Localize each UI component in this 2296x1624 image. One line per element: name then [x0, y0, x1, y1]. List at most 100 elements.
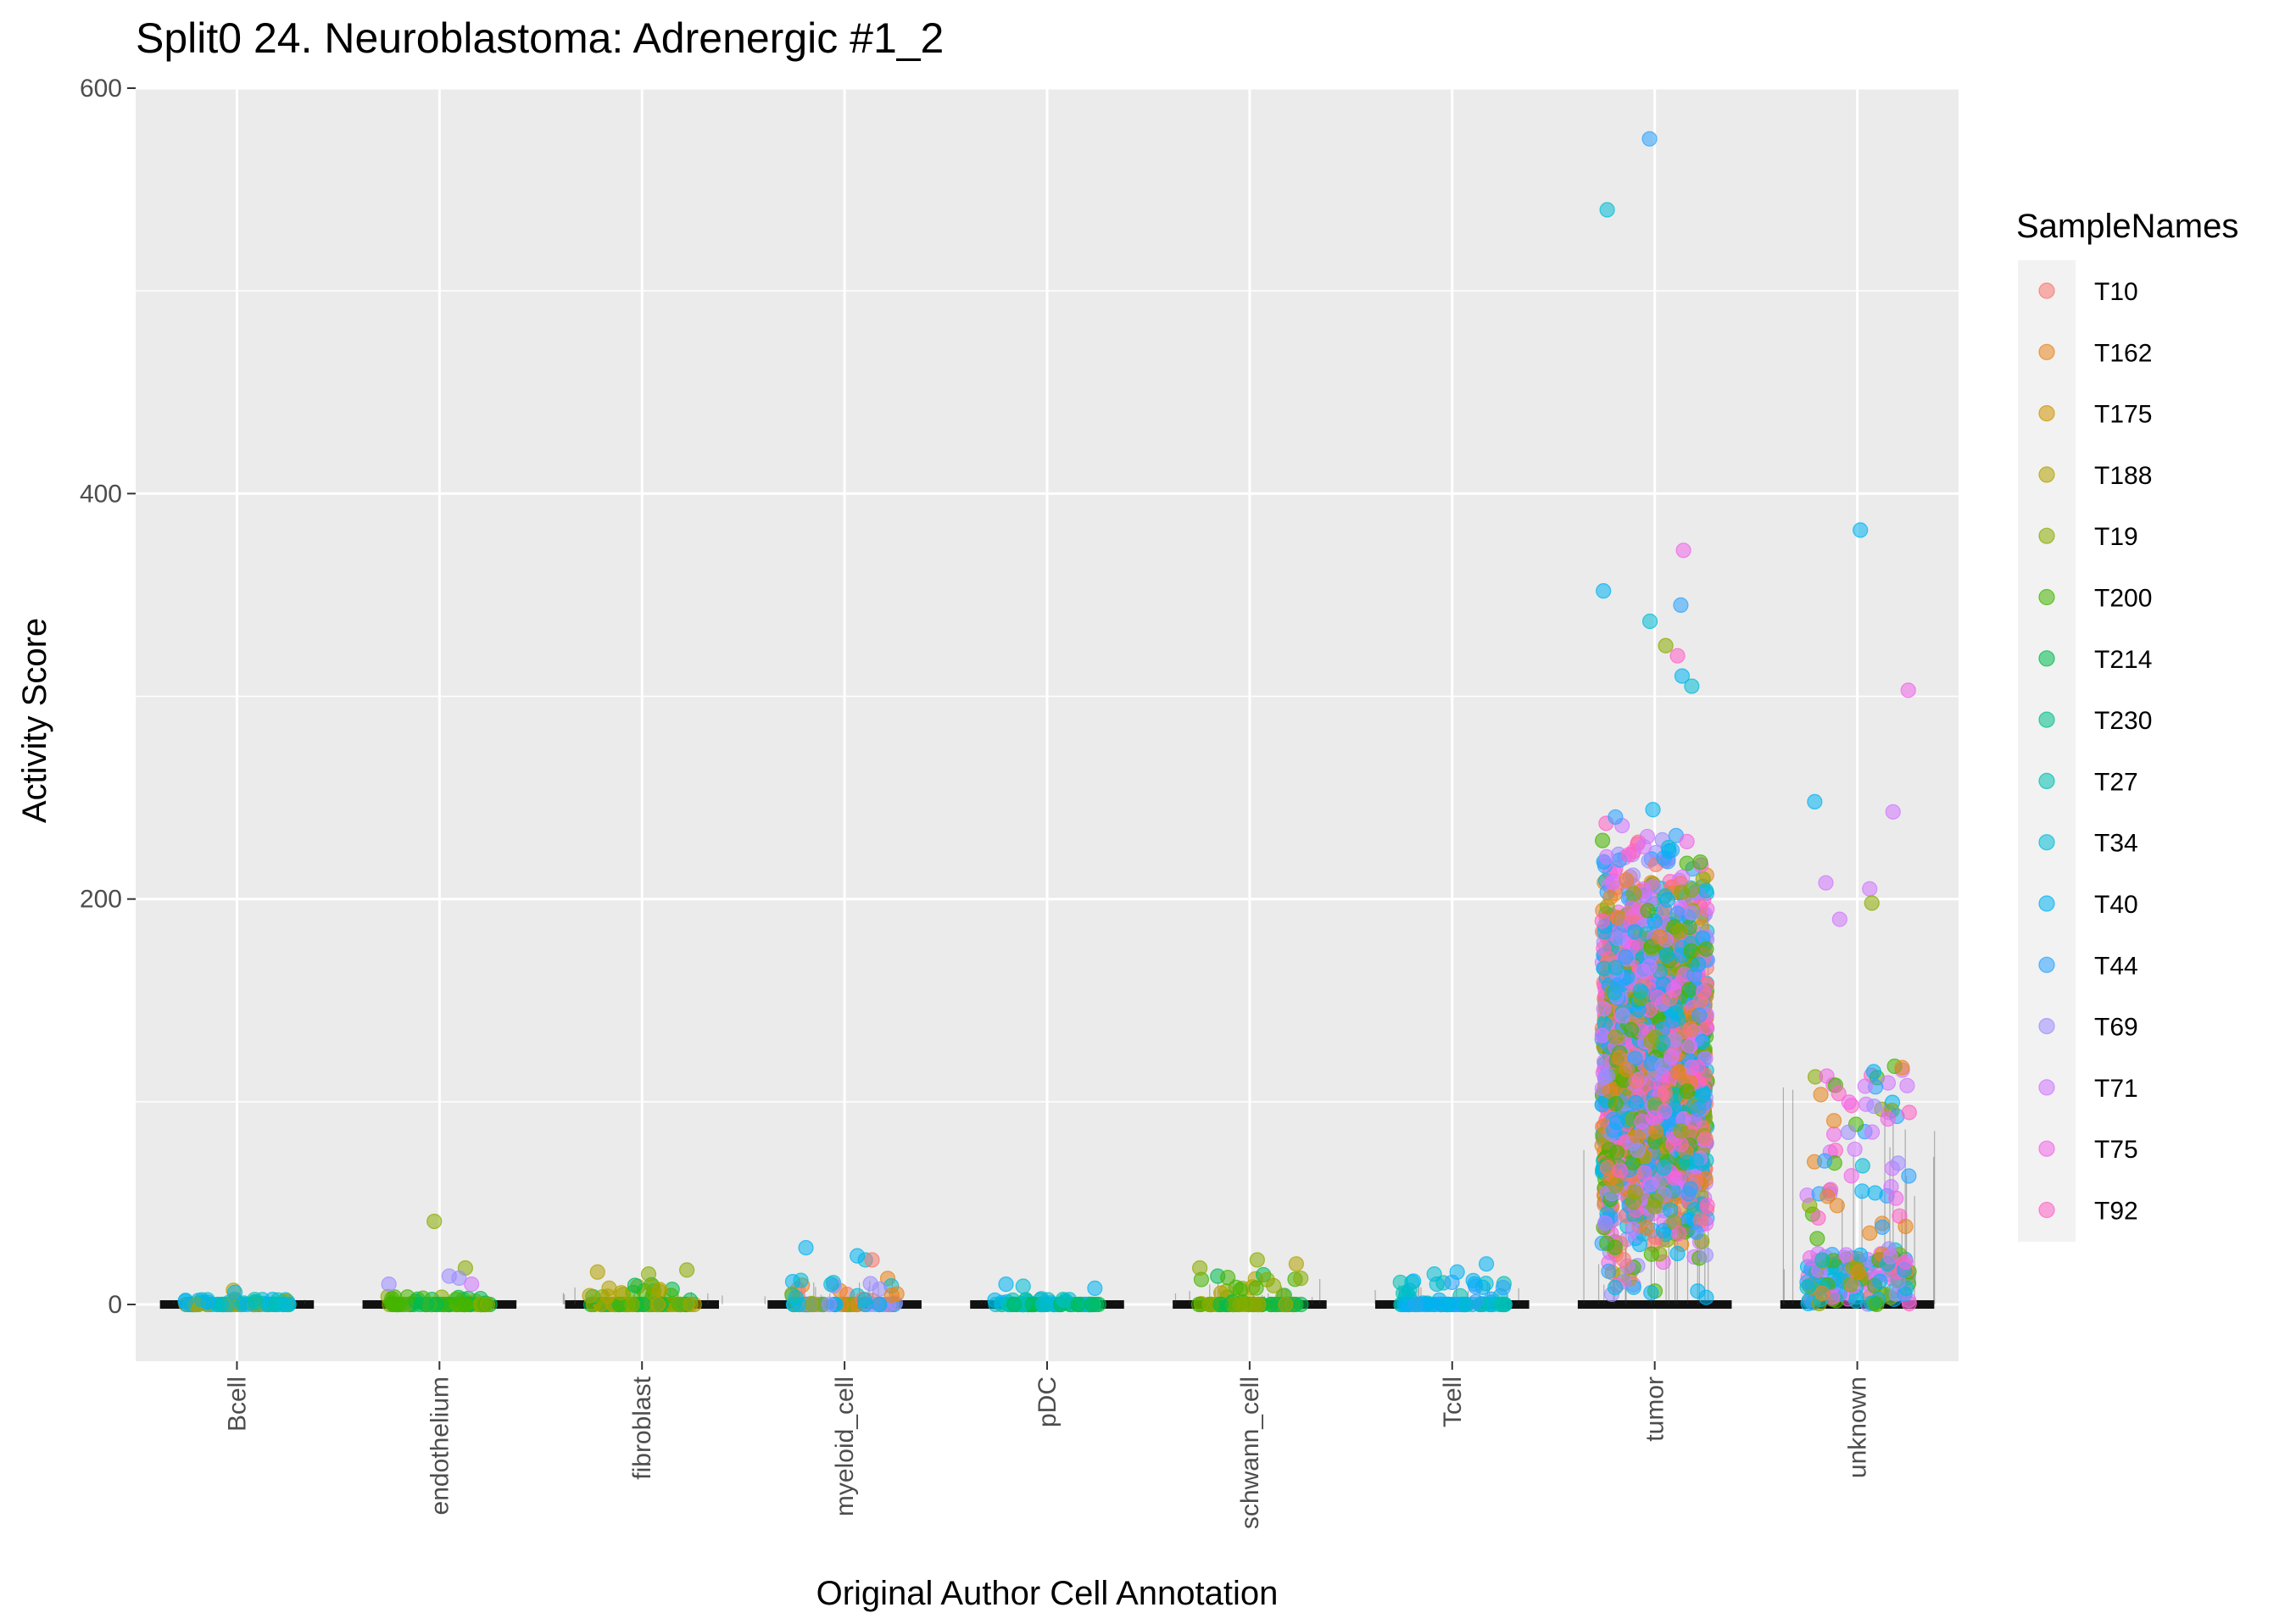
point-tumor	[1625, 1221, 1641, 1237]
point-tumor	[1657, 1085, 1673, 1101]
point-schwann_cell	[1249, 1252, 1265, 1268]
point-tumor	[1680, 982, 1697, 998]
legend-key-t19	[2038, 527, 2055, 544]
point-unknown	[1872, 1273, 1888, 1289]
point-schwann_cell	[1232, 1296, 1248, 1313]
point-unknown	[1847, 1141, 1863, 1157]
point-Tcell	[1457, 1296, 1473, 1313]
point-myeloid_cell	[883, 1288, 900, 1304]
point-endothelium	[448, 1291, 465, 1307]
legend-key-t69	[2038, 1017, 2055, 1035]
point-unknown	[1818, 875, 1834, 891]
point-Tcell	[1441, 1296, 1457, 1313]
legend-key-t34	[2038, 834, 2055, 851]
legend-key-t27	[2038, 772, 2055, 790]
point-tumor	[1674, 668, 1691, 684]
point-Tcell	[1491, 1296, 1507, 1313]
point-unknown	[1862, 881, 1878, 897]
point-tumor	[1624, 900, 1640, 916]
point-pDC	[1087, 1280, 1103, 1296]
point-unknown	[1799, 1279, 1815, 1295]
point-tumor	[1697, 1131, 1714, 1147]
point-pDC	[1006, 1296, 1023, 1313]
y-tick-label: 400	[80, 480, 122, 508]
y-tick-label: 0	[108, 1291, 122, 1319]
point-myeloid_cell	[823, 1276, 839, 1293]
point-tumor	[1698, 882, 1714, 898]
point-tumor	[1608, 1096, 1624, 1112]
point-tumor	[1594, 913, 1610, 929]
point-myeloid_cell	[850, 1248, 866, 1264]
point-unknown	[1809, 1231, 1825, 1247]
point-tumor	[1602, 1083, 1618, 1099]
point-tumor	[1598, 848, 1615, 865]
point-myeloid_cell	[798, 1239, 814, 1256]
point-fibroblast	[640, 1266, 657, 1282]
point-tumor	[1643, 1033, 1659, 1049]
point-tumor	[1615, 1251, 1631, 1268]
legend-key-t10	[2038, 282, 2055, 299]
point-myeloid_cell	[872, 1296, 888, 1313]
legend: SampleNames T10 T162 T175 T188 T19 T200 T214 T2…	[2016, 208, 2238, 1242]
point-tumor	[1667, 1170, 1683, 1186]
x-tick-label-bcell: Bcell	[223, 1377, 251, 1432]
legend-label-t214: T214	[2094, 646, 2152, 674]
point-tumor	[1688, 1224, 1704, 1240]
point-Bcell	[226, 1284, 243, 1300]
point-tumor	[1634, 1114, 1650, 1130]
point-unknown	[1838, 1247, 1854, 1263]
point-tumor	[1597, 960, 1613, 976]
point-tumor	[1690, 1059, 1706, 1076]
point-tumor	[1609, 1115, 1625, 1131]
legend-label-t75: T75	[2094, 1136, 2138, 1164]
legend-label-t27: T27	[2094, 768, 2138, 796]
point-tumor	[1659, 892, 1675, 908]
point-fibroblast	[649, 1296, 666, 1313]
x-tick-label-tumor: tumor	[1641, 1377, 1669, 1442]
point-Tcell	[1426, 1296, 1442, 1313]
point-tumor	[1684, 678, 1700, 694]
point-unknown	[1854, 1158, 1870, 1174]
chart-title: Split0 24. Neuroblastoma: Adrenergic #1_…	[136, 14, 944, 62]
point-unknown	[1898, 1254, 1914, 1270]
point-tumor	[1610, 930, 1626, 947]
point-tumor	[1698, 1289, 1714, 1305]
point-tumor	[1664, 1013, 1681, 1029]
legend-key-t200	[2038, 588, 2055, 606]
legend-label-t162: T162	[2094, 339, 2152, 367]
point-Tcell	[1449, 1264, 1465, 1280]
point-tumor	[1602, 889, 1619, 905]
point-tumor	[1652, 929, 1668, 945]
point-tumor	[1607, 1279, 1624, 1296]
legend-label-t19: T19	[2094, 523, 2138, 551]
x-tick-label-fibroblast: fibroblast	[628, 1376, 656, 1479]
x-tick-label-unknown: unknown	[1844, 1377, 1872, 1478]
point-myeloid_cell	[864, 1252, 880, 1268]
point-tumor	[1675, 542, 1691, 559]
point-tumor	[1691, 1007, 1708, 1023]
point-tumor	[1632, 982, 1648, 999]
point-tumor	[1643, 1285, 1659, 1301]
point-schwann_cell	[1248, 1280, 1264, 1296]
point-Bcell	[281, 1296, 297, 1313]
legend-title: SampleNames	[2016, 208, 2238, 245]
point-pDC	[1055, 1292, 1071, 1308]
point-schwann_cell	[1293, 1271, 1309, 1287]
point-schwann_cell	[1212, 1296, 1229, 1313]
point-Tcell	[1465, 1272, 1481, 1288]
legend-key-t40	[2038, 895, 2055, 912]
point-tumor	[1694, 1033, 1711, 1050]
point-unknown	[1850, 1265, 1866, 1281]
point-tumor	[1673, 1137, 1689, 1153]
point-unknown	[1862, 1225, 1878, 1241]
point-schwann_cell	[1220, 1270, 1236, 1286]
point-unknown	[1847, 1293, 1864, 1309]
point-tumor	[1683, 943, 1699, 959]
point-unknown	[1810, 1210, 1826, 1226]
point-tumor	[1647, 1123, 1664, 1139]
point-tumor	[1679, 855, 1695, 871]
point-myeloid_cell	[804, 1296, 821, 1313]
point-tumor	[1612, 1162, 1628, 1178]
point-tumor	[1627, 1184, 1643, 1200]
